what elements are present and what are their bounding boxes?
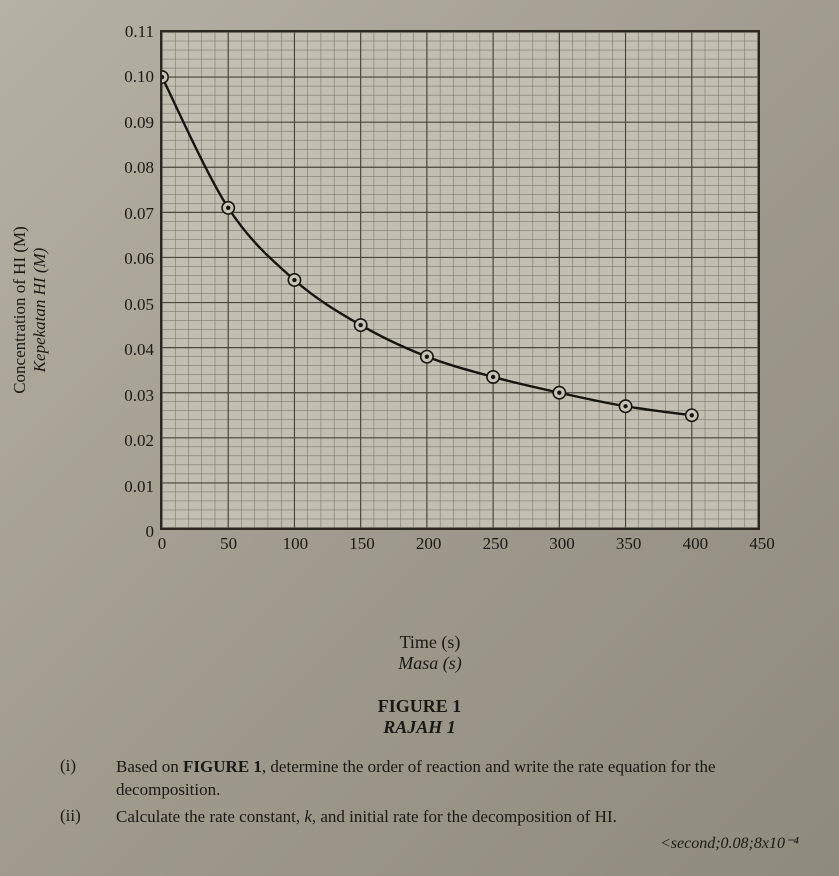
caption-line-1: FIGURE 1 [20, 696, 819, 717]
x-tick-label: 350 [616, 534, 642, 554]
question-i-text: Based on FIGURE 1, determine the order o… [116, 756, 799, 802]
x-axis-label-main: Time (s) [400, 632, 461, 652]
plot-area: 05010015020025030035040045000.010.020.03… [160, 30, 760, 530]
x-tick-label: 0 [158, 534, 167, 554]
y-axis-label: Concentration of HI (M) Kepekatan HI (M) [10, 226, 50, 394]
y-tick-label: 0.02 [124, 431, 154, 451]
question-ii-k: k [304, 807, 312, 826]
chart-container: Concentration of HI (M) Kepekatan HI (M)… [50, 20, 810, 600]
question-ii-num: (ii) [60, 806, 116, 829]
x-tick-label: 200 [416, 534, 442, 554]
y-axis-label-alt: Kepekatan HI (M) [30, 248, 49, 373]
x-tick-label: 150 [349, 534, 375, 554]
question-ii-post: , and initial rate for the decomposition… [312, 807, 617, 826]
x-tick-label: 100 [283, 534, 309, 554]
question-ii-text: Calculate the rate constant, k, and init… [116, 806, 799, 829]
y-tick-label: 0 [146, 522, 155, 542]
x-axis-label-alt: Masa (s) [398, 653, 462, 673]
question-ii-pre: Calculate the rate constant, [116, 807, 304, 826]
y-tick-label: 0.07 [124, 204, 154, 224]
x-tick-label: 300 [549, 534, 575, 554]
x-axis-label: Time (s) Masa (s) [398, 632, 462, 674]
answer-hint: <second;0.08;8x10⁻⁴ [60, 833, 799, 853]
y-tick-label: 0.06 [124, 249, 154, 269]
question-i-bold: FIGURE 1 [183, 757, 262, 776]
x-tick-label: 50 [220, 534, 237, 554]
plot-svg [162, 32, 758, 528]
question-i-num: (i) [60, 756, 116, 802]
y-tick-label: 0.05 [124, 295, 154, 315]
x-tick-label: 400 [683, 534, 709, 554]
x-tick-label: 450 [749, 534, 775, 554]
figure-caption: FIGURE 1 RAJAH 1 [20, 696, 819, 738]
y-tick-label: 0.09 [124, 113, 154, 133]
y-tick-label: 0.10 [124, 67, 154, 87]
page-surface: Concentration of HI (M) Kepekatan HI (M)… [0, 0, 839, 876]
y-tick-label: 0.03 [124, 386, 154, 406]
y-tick-label: 0.04 [124, 340, 154, 360]
caption-line-2: RAJAH 1 [20, 717, 819, 738]
x-tick-label: 250 [483, 534, 509, 554]
question-i: (i) Based on FIGURE 1, determine the ord… [60, 756, 799, 802]
y-tick-label: 0.11 [125, 22, 154, 42]
y-tick-label: 0.01 [124, 477, 154, 497]
y-axis-label-main: Concentration of HI (M) [10, 226, 29, 394]
y-tick-label: 0.08 [124, 158, 154, 178]
question-block: (i) Based on FIGURE 1, determine the ord… [20, 756, 819, 853]
question-ii: (ii) Calculate the rate constant, k, and… [60, 806, 799, 829]
question-i-pre: Based on [116, 757, 183, 776]
